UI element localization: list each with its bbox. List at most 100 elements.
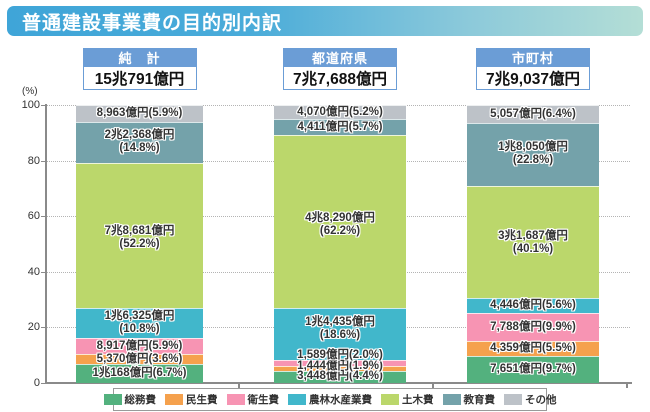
y-tick-label: 0	[33, 377, 40, 389]
y-tick-mark	[41, 216, 45, 218]
legend-swatch	[103, 394, 122, 405]
segment-label-その他: 4,070億円(5.2%)	[262, 106, 418, 119]
column-header-total: 7兆7,688億円	[283, 67, 397, 90]
y-axis-unit-label: (%)	[22, 86, 38, 97]
legend-label: 土木費	[402, 394, 434, 406]
legend-item: 総務費	[103, 392, 157, 407]
x-axis-line	[45, 382, 632, 384]
segment-label-土木費: 4兆8,290億円 (62.2%)	[262, 212, 418, 238]
segment-農林水産業費	[274, 308, 406, 360]
segment-label-line: 4,070億円(5.2%)	[297, 105, 383, 118]
y-tick-label: 20	[27, 321, 40, 334]
y-tick-label: 80	[27, 154, 40, 167]
segment-その他	[76, 105, 203, 122]
segment-教育費	[76, 121, 203, 163]
segment-衛生費	[467, 313, 599, 341]
segment-label-総務費: 1兆168億円(6.7%)	[64, 367, 215, 380]
stacked-bar: 3,448億円(4.4%) 1,444億円(1.9%) 1,589億円(2.0%) 1…	[274, 105, 406, 383]
column-header: 都道府県 7兆7,688億円	[283, 48, 397, 90]
segment-label-line: (52.2%)	[119, 238, 160, 250]
segment-label-line: 4,359億円(5.5%)	[490, 341, 576, 354]
column-header: 純 計 15兆791億円	[82, 48, 197, 90]
segment-民生費	[467, 340, 599, 357]
legend-swatch	[165, 394, 183, 405]
segment-label-総務費: 3,448億円(4.4%)	[262, 370, 418, 383]
segment-label-line: 3兆1,687億円	[498, 230, 568, 242]
segment-総務費	[274, 370, 406, 383]
segment-教育費	[274, 119, 406, 136]
segment-label-line: 4兆8,290億円	[305, 212, 375, 224]
legend-label: 総務費	[124, 394, 157, 406]
segment-label-line: (40.1%)	[512, 243, 554, 255]
segment-label-line: 4,411億円(5.7%)	[297, 121, 383, 133]
segment-label-農林水産業費: 1兆6,325億円 (10.8%)	[64, 310, 215, 336]
segment-label-line: (22.8%)	[512, 154, 554, 166]
segment-label-教育費: 4,411億円(5.7%)	[262, 121, 418, 134]
column-header-name: 純 計	[82, 48, 197, 67]
y-tick-mark	[41, 383, 45, 384]
segment-土木費	[274, 135, 406, 309]
segment-label-line: 8,917億円(5.9%)	[96, 339, 183, 352]
segment-総務費	[467, 356, 599, 383]
stacked-bar: 1兆168億円(6.7%) 5,370億円(3.6%) 8,917億円(5.9%) 1…	[76, 105, 203, 383]
segment-label-line: (10.8%)	[119, 323, 160, 335]
y-tick-mark	[41, 160, 45, 162]
x-tick-mark	[238, 384, 240, 388]
segment-土木費	[467, 186, 599, 298]
legend-label: 教育費	[463, 394, 496, 406]
segment-農林水産業費	[467, 297, 599, 314]
segment-衛生費	[274, 359, 406, 366]
segment-label-土木費: 7兆8,681億円 (52.2%)	[64, 225, 215, 251]
legend-label: 農林水産業費	[309, 394, 372, 406]
segment-label-line: 1兆8,050億円	[498, 141, 568, 153]
x-tick-mark	[432, 384, 434, 388]
legend-item: 民生費	[165, 392, 218, 407]
segment-label-line: 2兆2,368億円	[104, 129, 175, 141]
segment-label-農林水産業費: 1兆4,435億円 (18.6%)	[262, 316, 418, 342]
segment-label-line: (18.6%)	[319, 329, 361, 341]
segment-label-line: 1,589億円(2.0%)	[297, 348, 383, 361]
legend-label: 民生費	[186, 394, 218, 406]
segment-label-衛生費: 7,788億円(9.9%)	[455, 321, 611, 334]
segment-label-教育費: 1兆8,050億円 (22.8%)	[455, 141, 611, 167]
segment-民生費	[274, 365, 406, 371]
segment-label-line: 8,963億円(5.9%)	[96, 107, 183, 119]
legend-swatch	[504, 394, 522, 405]
segment-農林水産業費	[76, 307, 203, 338]
segment-label-民生費: 1,444億円(1.9%)	[262, 360, 418, 373]
segment-label-line: 7兆8,681億円	[104, 225, 175, 237]
segment-label-line: 7,788億円(9.9%)	[490, 320, 576, 333]
stacked-bar: 7,651億円(9.7%) 4,359億円(5.5%) 7,788億円(9.9%) 4…	[467, 105, 599, 383]
y-tick-mark	[41, 327, 45, 329]
title-banner: 普通建設事業費の目的別内訳	[7, 6, 643, 36]
segment-label-民生費: 5,370億円(3.6%)	[64, 353, 215, 366]
segment-label-line: 4,446億円(5.6%)	[490, 298, 576, 311]
legend-item: その他	[504, 392, 557, 407]
page-title: 普通建設事業費の目的別内訳	[22, 12, 283, 34]
column-header-total: 15兆791億円	[82, 67, 197, 90]
segment-その他	[274, 105, 406, 120]
y-tick-label: 100	[21, 99, 40, 111]
column-header-total: 7兆9,037億円	[476, 67, 590, 90]
legend-label: その他	[525, 394, 557, 406]
legend-item: 教育費	[442, 392, 496, 407]
y-tick-mark	[41, 271, 45, 273]
segment-label-line: 1兆168億円(6.7%)	[92, 367, 187, 380]
segment-その他	[467, 105, 599, 123]
segment-総務費	[76, 364, 203, 383]
y-axis-line	[45, 104, 47, 384]
segment-label-総務費: 7,651億円(9.7%)	[455, 363, 611, 376]
segment-label-line: 1兆6,325億円	[104, 310, 175, 322]
column-header: 市町村 7兆9,037億円	[476, 48, 590, 90]
segment-label-line: 3,448億円(4.4%)	[297, 370, 383, 382]
segment-label-農林水産業費: 4,446億円(5.6%)	[455, 299, 611, 312]
segment-教育費	[467, 122, 599, 187]
segment-label-民生費: 4,359億円(5.5%)	[455, 342, 611, 355]
column-header-name: 市町村	[476, 48, 590, 67]
legend-swatch	[381, 394, 399, 405]
segment-label-line: (62.2%)	[319, 225, 361, 237]
segment-label-土木費: 3兆1,687億円 (40.1%)	[455, 230, 611, 256]
segment-衛生費	[76, 337, 203, 355]
legend: 総務費 民生費 衛生費 農林水産業費 土木費 教育費 その他	[103, 388, 557, 411]
